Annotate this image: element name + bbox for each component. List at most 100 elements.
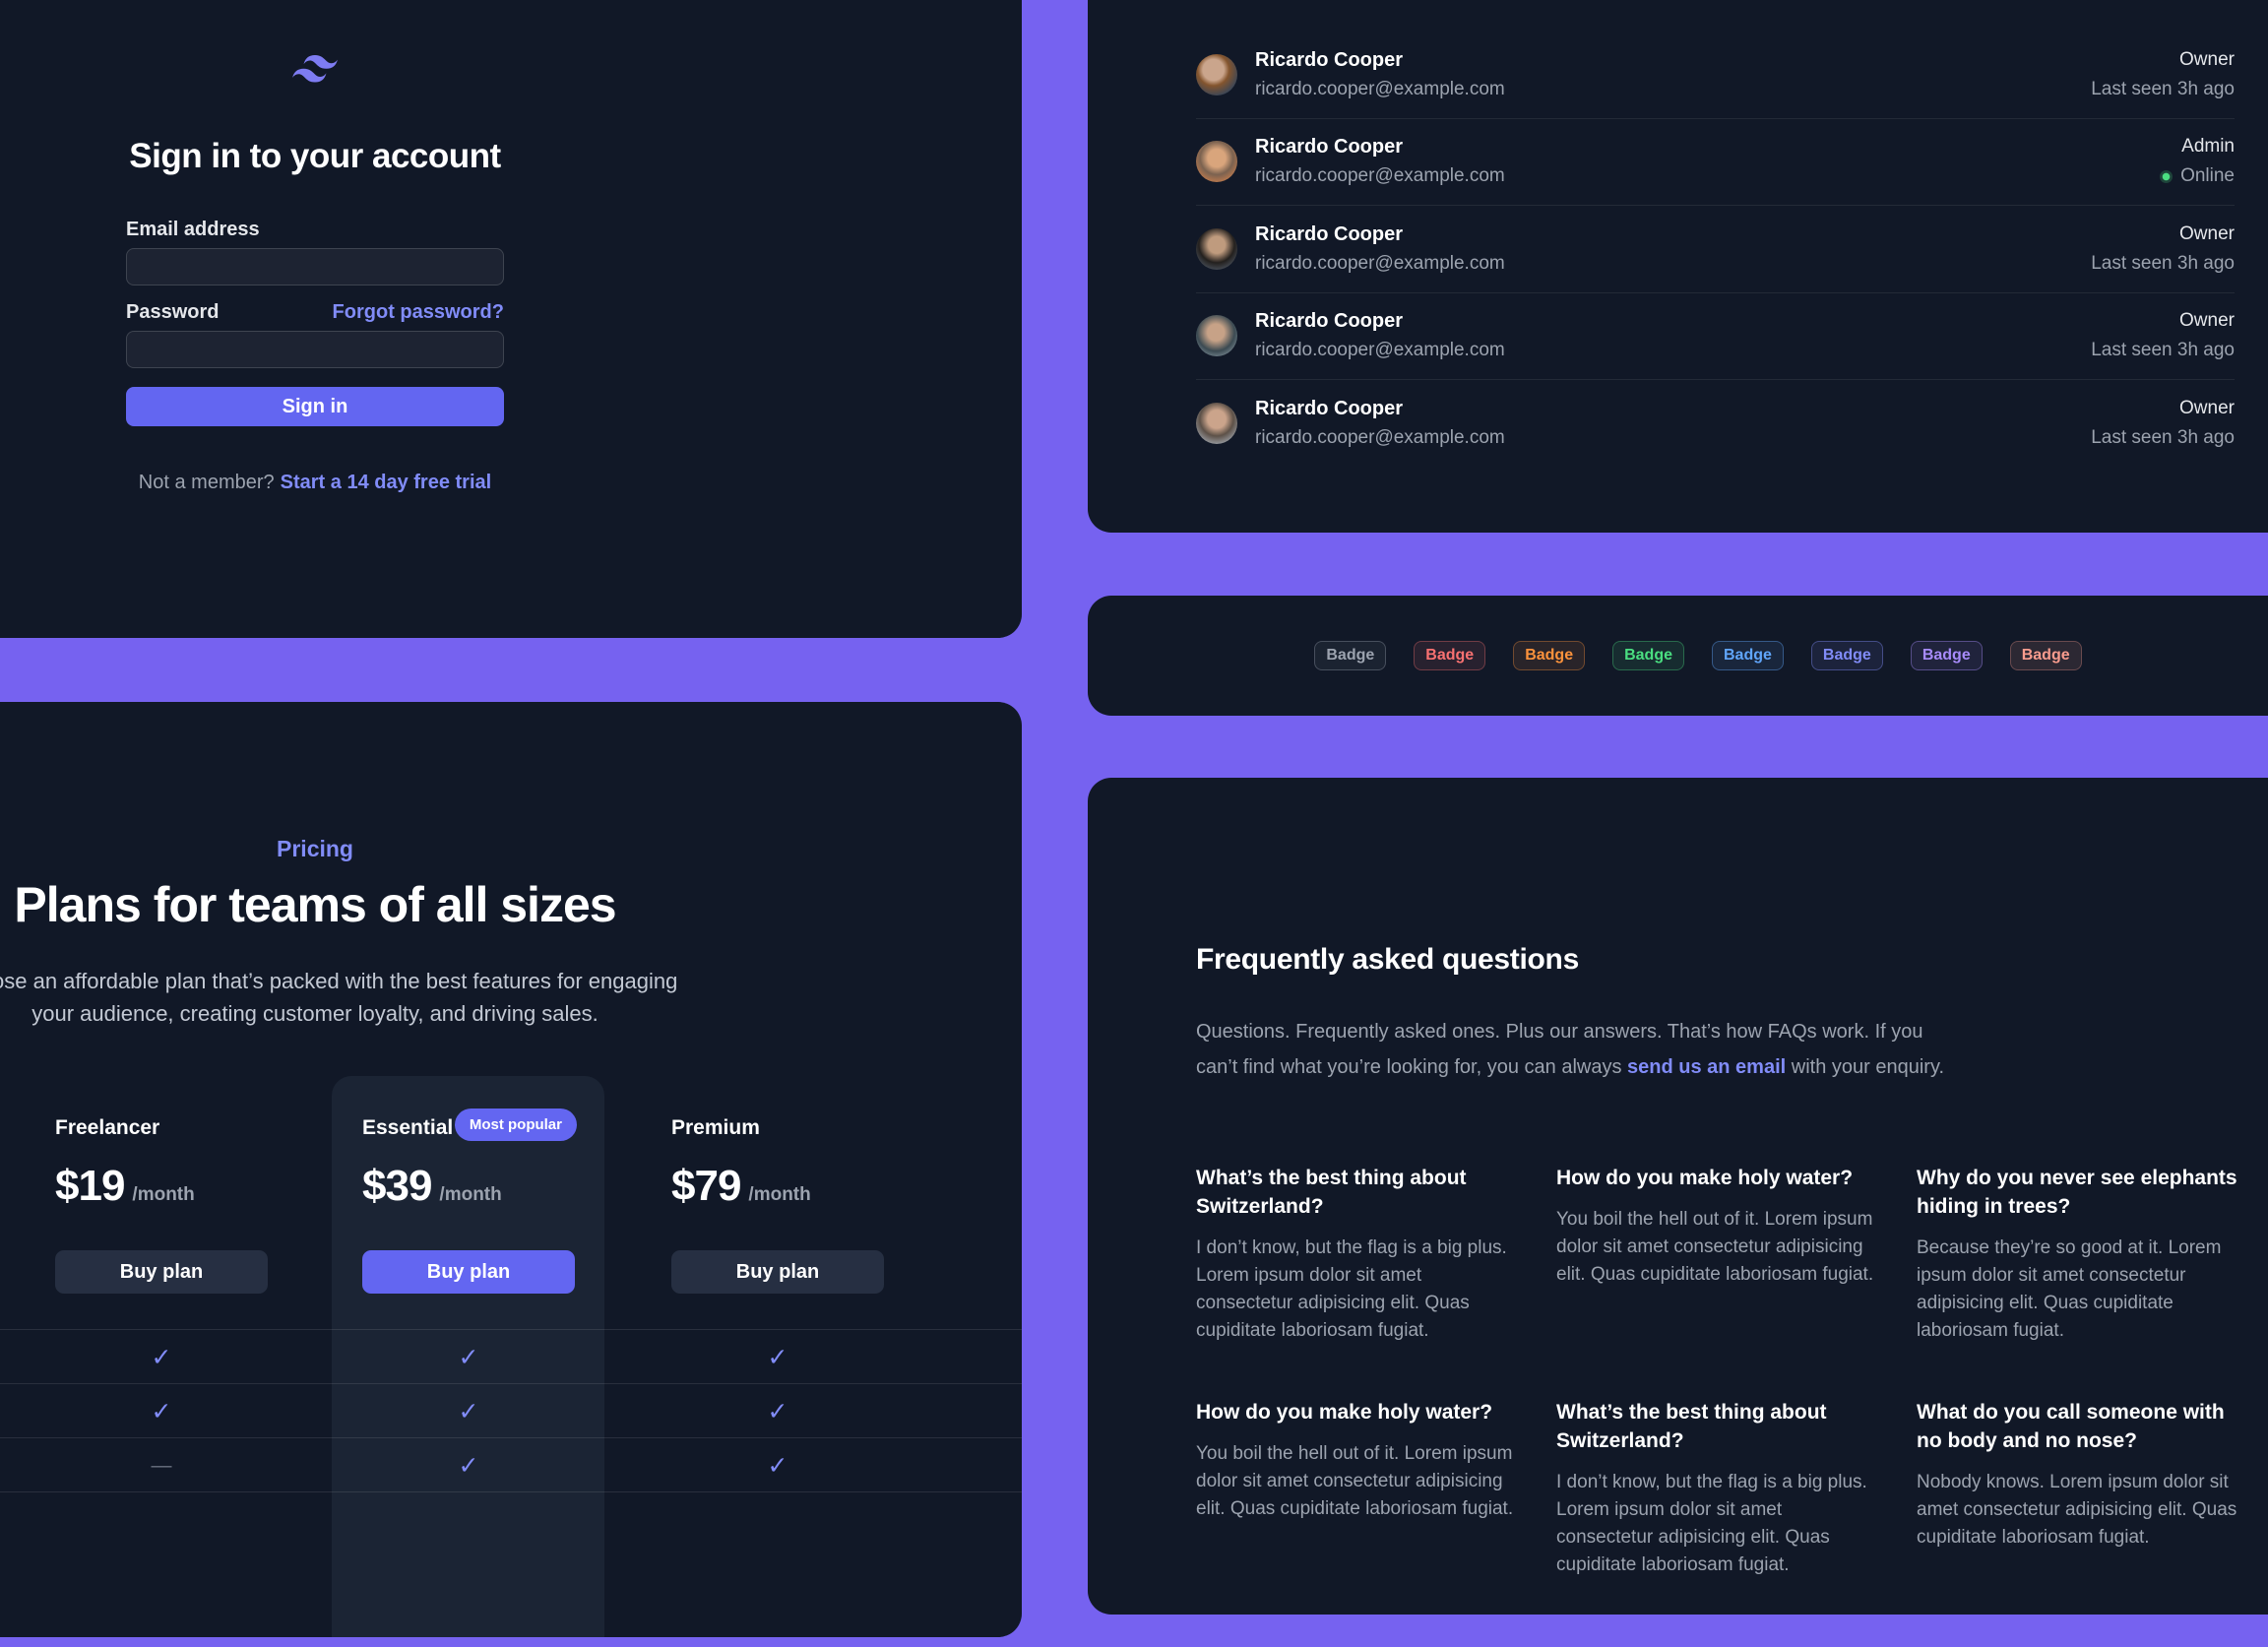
plan-price: $79 — [671, 1162, 741, 1210]
check-icon: ✓ — [767, 1397, 788, 1425]
user-role: Owner — [2179, 48, 2235, 70]
user-status: Last seen 3h ago — [2091, 252, 2235, 274]
pricing-eyebrow: Pricing — [277, 836, 353, 861]
faq-question: What’s the best thing about Switzerland? — [1556, 1401, 1827, 1452]
check-icon: ✓ — [151, 1397, 172, 1425]
plan-price: $19 — [55, 1162, 125, 1210]
password-label: Password — [126, 301, 220, 323]
faq-answer: Nobody knows. Lorem ipsum dolor sit amet… — [1917, 1472, 2237, 1548]
faq-item: How do you make holy water? You boil the… — [1196, 1398, 1521, 1579]
plan-name: Premium — [671, 1116, 760, 1139]
plan-premium: Premium $79 /month Buy plan — [671, 1076, 884, 1294]
check-icon: ✓ — [458, 1451, 479, 1480]
plan-period: /month — [748, 1184, 811, 1205]
buy-plan-button[interactable]: Buy plan — [671, 1250, 884, 1294]
plan-name: Freelancer — [55, 1116, 160, 1139]
faq-question: How do you make holy water? — [1196, 1401, 1493, 1424]
signin-panel: Sign in to your account Email address Pa… — [0, 0, 1022, 638]
faq-question: What do you call someone with no body an… — [1917, 1401, 2225, 1452]
user-name: Ricardo Cooper — [1255, 136, 1404, 158]
pricing-panel: Pricing Plans for teams of all sizes Cho… — [0, 702, 1022, 1637]
badge-red: Badge — [1414, 641, 1486, 670]
feature-row: ✓ ✓ ✓ — [0, 1383, 1022, 1437]
users-panel: Ricardo Cooper ricardo.cooper@example.co… — [1088, 0, 2268, 533]
free-trial-link[interactable]: Start a 14 day free trial — [280, 472, 492, 493]
badge-gray: Badge — [1314, 641, 1387, 670]
most-popular-badge: Most popular — [454, 1109, 577, 1141]
avatar — [1196, 403, 1237, 445]
plan-price: $39 — [362, 1162, 432, 1210]
user-row: Ricardo Cooper ricardo.cooper@example.co… — [1196, 293, 2235, 380]
signin-form: Sign in to your account Email address Pa… — [126, 0, 504, 494]
user-row: Ricardo Cooper ricardo.cooper@example.co… — [1196, 206, 2235, 293]
plan-freelancer: Freelancer $19 /month Buy plan — [55, 1076, 268, 1294]
plan-name: Essential — [362, 1116, 454, 1139]
signin-button[interactable]: Sign in — [126, 387, 504, 426]
user-role: Admin — [2181, 136, 2235, 158]
badge-pink: Badge — [2009, 641, 2082, 670]
user-status: Last seen 3h ago — [2091, 340, 2235, 361]
faq-answer: You boil the hell out of it. Lorem ipsum… — [1196, 1443, 1514, 1519]
plan-essential: Essential Most popular $39 /month Buy pl… — [362, 1076, 577, 1294]
faq-description: Questions. Frequently asked ones. Plus o… — [1196, 1021, 1945, 1078]
user-row: Ricardo Cooper ricardo.cooper@example.co… — [1196, 380, 2235, 468]
user-role: Owner — [2179, 222, 2235, 244]
user-email: ricardo.cooper@example.com — [1255, 78, 1505, 99]
faq-question: Why do you never see elephants hiding in… — [1917, 1167, 2237, 1218]
user-name: Ricardo Cooper — [1255, 222, 1404, 245]
faq-question: What’s the best thing about Switzerland? — [1196, 1167, 1467, 1218]
send-email-link[interactable]: send us an email — [1627, 1056, 1787, 1078]
tailwind-logo-icon — [126, 55, 504, 88]
faq-item: What do you call someone with no body an… — [1917, 1398, 2241, 1579]
faq-answer: I don’t know, but the flag is a big plus… — [1556, 1472, 1867, 1575]
dash-icon: — — [151, 1453, 172, 1477]
buy-plan-button[interactable]: Buy plan — [55, 1250, 268, 1294]
pricing-title: Plans for teams of all sizes — [14, 877, 616, 932]
plan-period: /month — [439, 1184, 502, 1205]
user-list: Ricardo Cooper ricardo.cooper@example.co… — [1196, 32, 2235, 468]
check-icon: ✓ — [767, 1451, 788, 1480]
feature-row: ✓ ✓ ✓ — [0, 1329, 1022, 1383]
online-dot-icon — [2160, 169, 2174, 183]
user-email: ricardo.cooper@example.com — [1255, 427, 1505, 449]
faq-item: How do you make holy water? You boil the… — [1556, 1164, 1881, 1345]
user-row: Ricardo Cooper ricardo.cooper@example.co… — [1196, 119, 2235, 206]
avatar — [1196, 141, 1237, 183]
signin-title: Sign in to your account — [129, 137, 501, 175]
badges-panel: Badge Badge Badge Badge Badge Badge Badg… — [1088, 596, 2268, 716]
faq-title: Frequently asked questions — [1196, 943, 1579, 976]
user-row: Ricardo Cooper ricardo.cooper@example.co… — [1196, 32, 2235, 119]
user-status: Last seen 3h ago — [2091, 78, 2235, 99]
faq-item: What’s the best thing about Switzerland?… — [1556, 1398, 1881, 1579]
user-email: ricardo.cooper@example.com — [1255, 252, 1505, 274]
faq-question: How do you make holy water? — [1556, 1167, 1854, 1189]
email-field[interactable] — [126, 248, 504, 285]
badge-orange: Badge — [1513, 641, 1586, 670]
feature-row — [0, 1491, 1022, 1647]
faq-item: What’s the best thing about Switzerland?… — [1196, 1164, 1521, 1345]
user-name: Ricardo Cooper — [1255, 398, 1404, 420]
avatar — [1196, 53, 1237, 95]
password-field[interactable] — [126, 331, 504, 368]
faq-grid: What’s the best thing about Switzerland?… — [1196, 1164, 2239, 1579]
badge-purple: Badge — [1910, 641, 1983, 670]
buy-plan-button[interactable]: Buy plan — [362, 1250, 575, 1294]
not-a-member-text: Not a member? — [138, 472, 275, 493]
feature-row: — ✓ ✓ — [0, 1437, 1022, 1491]
avatar — [1196, 227, 1237, 270]
user-name: Ricardo Cooper — [1255, 48, 1404, 71]
faq-answer: You boil the hell out of it. Lorem ipsum… — [1556, 1209, 1874, 1285]
plan-period: /month — [132, 1184, 195, 1205]
badge-indigo: Badge — [1810, 641, 1883, 670]
pricing-description: Choose an affordable plan that’s packed … — [0, 969, 678, 1026]
check-icon: ✓ — [458, 1343, 479, 1371]
email-label: Email address — [126, 219, 260, 240]
user-status: Online — [2160, 165, 2235, 187]
user-name: Ricardo Cooper — [1255, 310, 1404, 333]
user-email: ricardo.cooper@example.com — [1255, 340, 1505, 361]
forgot-password-link[interactable]: Forgot password? — [332, 301, 504, 323]
user-email: ricardo.cooper@example.com — [1255, 165, 1505, 187]
faq-answer: Because they’re so good at it. Lorem ips… — [1917, 1237, 2222, 1341]
badge-blue: Badge — [1712, 641, 1784, 670]
user-role: Owner — [2179, 310, 2235, 332]
